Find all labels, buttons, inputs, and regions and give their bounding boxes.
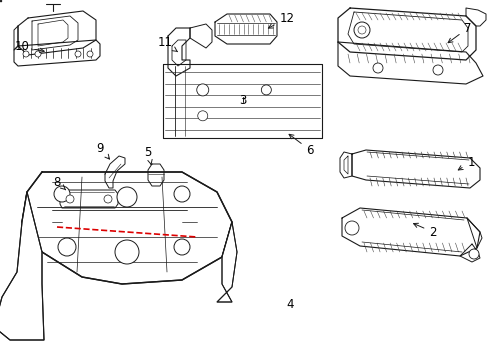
Circle shape [261, 85, 271, 95]
Circle shape [35, 51, 41, 57]
Text: 8: 8 [53, 175, 65, 190]
Circle shape [372, 63, 382, 73]
Circle shape [353, 22, 369, 38]
Circle shape [345, 221, 358, 235]
Circle shape [468, 249, 478, 259]
Circle shape [87, 51, 93, 57]
Text: 7: 7 [447, 22, 471, 43]
Text: 9: 9 [96, 141, 109, 159]
Text: 5: 5 [144, 145, 152, 165]
Polygon shape [0, 192, 44, 340]
Circle shape [197, 111, 207, 121]
Text: 1: 1 [457, 156, 474, 170]
Polygon shape [22, 172, 231, 284]
Circle shape [115, 240, 139, 264]
Text: 10: 10 [15, 40, 44, 54]
Circle shape [58, 238, 76, 256]
Text: 4: 4 [285, 298, 293, 311]
Circle shape [117, 187, 137, 207]
Text: 6: 6 [288, 134, 313, 157]
Circle shape [357, 26, 365, 34]
Circle shape [66, 195, 74, 203]
Polygon shape [217, 222, 237, 302]
Text: 12: 12 [268, 12, 294, 28]
Circle shape [196, 84, 208, 96]
Text: 11: 11 [157, 36, 177, 52]
Circle shape [75, 51, 81, 57]
Circle shape [54, 186, 70, 202]
Bar [0, 0, 1, 1]
Circle shape [174, 186, 190, 202]
Circle shape [432, 65, 442, 75]
Text: 2: 2 [413, 223, 436, 238]
Circle shape [23, 51, 29, 57]
Text: 3: 3 [239, 94, 246, 107]
Circle shape [104, 195, 112, 203]
Circle shape [174, 239, 190, 255]
